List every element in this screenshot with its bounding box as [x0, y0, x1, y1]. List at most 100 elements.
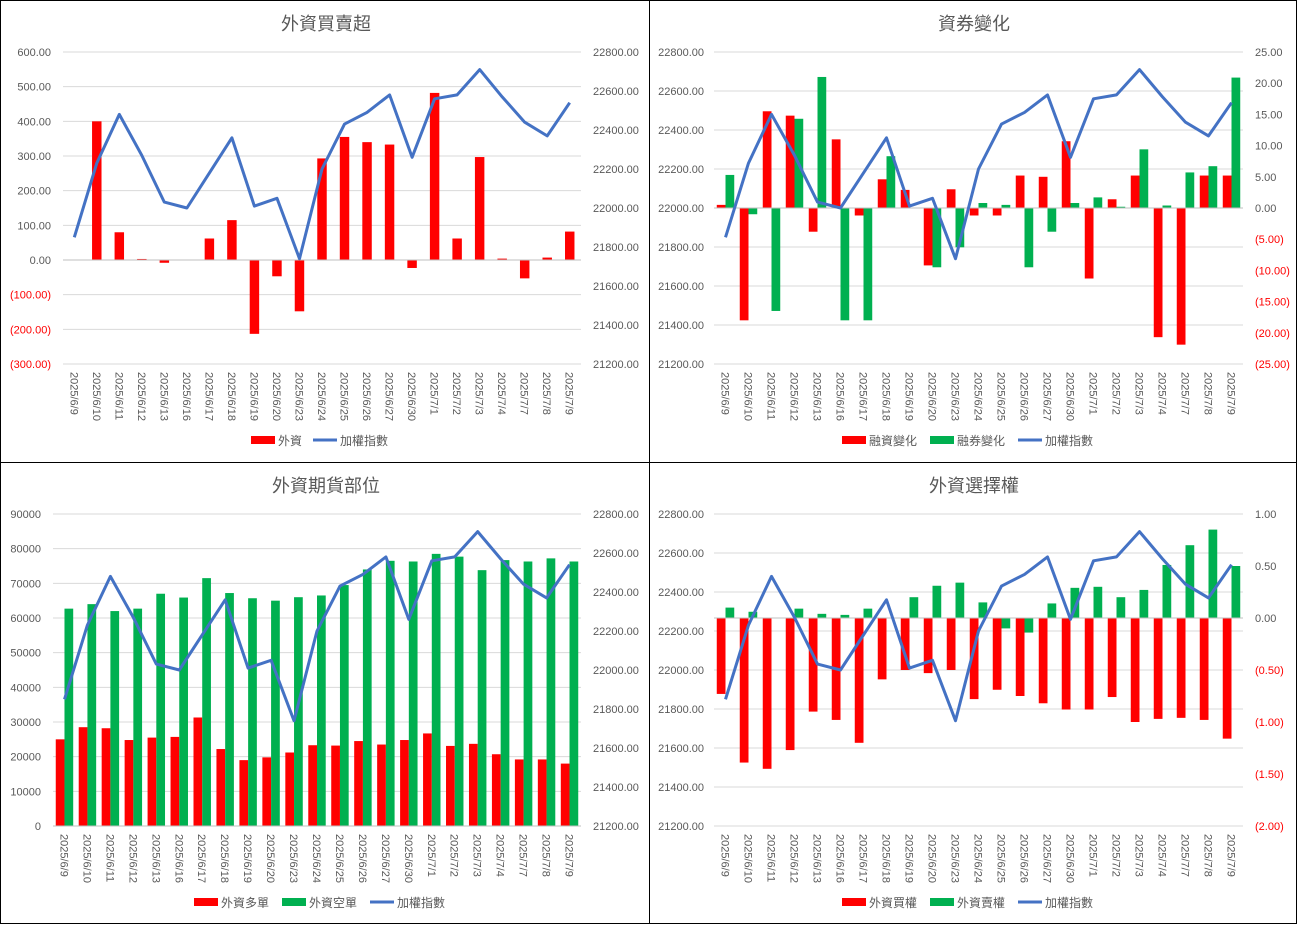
chart-title: 資券變化	[938, 14, 1010, 34]
x-axis-date-label: 2025/6/27	[1041, 372, 1053, 421]
left-axis-tick-label: (200.00)	[10, 324, 51, 336]
right-axis-tick-label: (2.00)	[1255, 821, 1284, 833]
bar-外資多單	[537, 759, 547, 826]
bar-外資	[159, 260, 170, 263]
x-axis-date-label: 2025/6/19	[247, 372, 259, 421]
bar-外資賣權	[955, 582, 965, 618]
bar-融資變化	[1107, 199, 1117, 208]
bar-外資多單	[285, 752, 295, 826]
bar-融券變化	[955, 208, 965, 248]
bar-外資	[317, 158, 327, 260]
x-axis-date-label: 2025/6/16	[172, 834, 184, 883]
bar-外資多單	[560, 763, 570, 826]
bar-外資	[339, 136, 350, 260]
x-axis-date-label: 2025/7/1	[1087, 834, 1099, 877]
bar-外資空單	[362, 569, 372, 826]
bar-融資變化	[969, 208, 979, 216]
bar-外資	[92, 121, 102, 260]
bar-外資多單	[55, 739, 65, 826]
bar-外資空單	[64, 608, 74, 826]
x-axis-date-label: 2025/6/20	[926, 372, 938, 421]
bar-外資買權	[762, 618, 772, 769]
bar-融資變化	[1061, 141, 1071, 208]
right-axis-tick-label: 21400.00	[593, 320, 639, 332]
bar-融資變化	[1222, 175, 1232, 208]
left-axis-tick-label: 40000	[10, 682, 41, 694]
left-axis-tick-label: 21600.00	[658, 743, 704, 755]
bar-外資多單	[216, 749, 226, 826]
x-axis-date-label: 2025/6/12	[126, 834, 138, 883]
bar-外資	[137, 258, 147, 260]
bar-外資空單	[156, 593, 166, 826]
left-axis-tick-label: 22600.00	[658, 86, 704, 98]
bar-外資空單	[546, 558, 556, 826]
bar-外資空單	[408, 561, 418, 826]
bar-融券變化	[1208, 166, 1218, 208]
right-axis-tick-label: 21200.00	[593, 821, 639, 833]
bar-外資空單	[202, 578, 211, 826]
left-axis-tick-label: 22000.00	[658, 665, 704, 677]
bar-融資變化	[785, 115, 795, 208]
right-axis-tick-label: 22800.00	[593, 509, 639, 521]
legend-swatch	[930, 898, 954, 906]
bar-融資變化	[1038, 176, 1048, 208]
bar-融券變化	[1001, 204, 1011, 208]
bar-外資空單	[569, 561, 579, 826]
x-axis-date-label: 2025/7/8	[1202, 372, 1214, 415]
x-axis-date-label: 2025/6/11	[112, 372, 124, 420]
bar-外資賣權	[840, 614, 850, 618]
bar-外資賣權	[1070, 587, 1080, 618]
x-axis-date-label: 2025/6/11	[765, 834, 777, 882]
chart-svg-margin-short-change: 資券變化 21200.00 21400.00 21600.00 21800.00 2200…	[658, 14, 1290, 448]
x-axis-date-label: 2025/6/24	[310, 834, 322, 883]
bar-融資變化	[1153, 208, 1163, 338]
bar-外資空單	[385, 560, 395, 826]
x-axis-date-label: 2025/6/25	[995, 834, 1007, 883]
bar-外資賣權	[1185, 545, 1195, 618]
x-axis-date-label: 2025/6/27	[1041, 834, 1053, 883]
bar-外資空單	[87, 604, 97, 826]
bar-外資買權	[1130, 618, 1140, 722]
x-axis-date-label: 2025/6/30	[1064, 834, 1076, 883]
x-axis-date-label: 2025/6/30	[1064, 372, 1076, 421]
right-axis-tick-label: (20.00)	[1255, 328, 1290, 340]
right-axis-tick-label: 22800.00	[593, 47, 639, 59]
bar-融券變化	[932, 208, 942, 268]
bar-外資	[249, 260, 260, 334]
bar-外資多單	[170, 736, 180, 826]
line-加權指數	[63, 530, 571, 723]
x-axis-date-label: 2025/6/24	[972, 372, 984, 421]
bar-外資多單	[239, 760, 249, 826]
right-axis-tick-label: 22600.00	[593, 548, 639, 560]
legend-label: 外資賣權	[957, 895, 1005, 910]
x-axis-date-label: 2025/6/16	[180, 372, 192, 421]
x-axis-date-label: 2025/6/18	[880, 372, 892, 421]
left-axis-tick-label: 22800.00	[658, 47, 704, 59]
legend-label: 外資買權	[869, 896, 917, 910]
right-axis-tick-label: 22000.00	[593, 665, 639, 677]
bar-外資多單	[147, 737, 157, 826]
bar-外資多單	[193, 717, 203, 826]
legend-label: 加權指數	[340, 433, 388, 448]
chart-panel-foreign-futures: 外資期貨部位 0 10000 20000 30000 40000 50000 60000 700…	[0, 462, 650, 924]
x-axis-date-label: 2025/7/9	[563, 834, 575, 877]
x-axis-date-label: 2025/7/3	[471, 834, 483, 877]
left-axis-tick-label: 70000	[10, 578, 41, 590]
bar-外資空單	[133, 608, 143, 826]
left-axis-tick-label: 22800.00	[658, 509, 704, 521]
bar-外資賣權	[863, 608, 873, 618]
bar-外資賣權	[978, 602, 988, 618]
x-axis-date-label: 2025/6/17	[195, 834, 207, 883]
x-axis-date-label: 2025/7/4	[1156, 834, 1168, 877]
bar-外資賣權	[1001, 618, 1011, 629]
right-axis-tick-label: 21600.00	[593, 281, 639, 293]
x-axis-date-label: 2025/6/27	[383, 372, 395, 421]
legend-swatch	[251, 436, 275, 444]
x-axis-date-label: 2025/6/30	[405, 372, 417, 421]
x-axis-date-label: 2025/7/3	[473, 372, 485, 415]
bar-外資賣權	[725, 607, 735, 618]
bar-融券變化	[840, 208, 850, 321]
chart-svg-foreign-options: 外資選擇權 21200.00 21400.00 21600.00 21800.00 220…	[658, 476, 1284, 910]
left-axis-tick-label: 100.00	[17, 220, 51, 232]
x-axis-date-label: 2025/6/17	[857, 372, 869, 421]
